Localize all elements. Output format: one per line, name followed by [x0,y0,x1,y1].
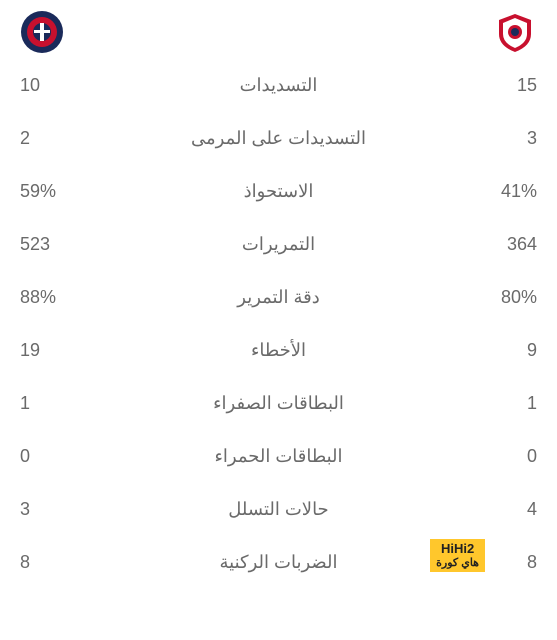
stat-row: 0 البطاقات الحمراء 0 [20,430,537,483]
stat-left-value: 1 [20,393,100,414]
team-right-logo [493,10,537,54]
stat-label: التسديدات [100,75,457,96]
stat-label: البطاقات الحمراء [100,446,457,467]
stat-left-value: 2 [20,128,100,149]
stat-right-value: 1 [457,393,537,414]
stat-left-value: 88% [20,287,100,308]
stat-right-value: 4 [457,499,537,520]
stat-row: 88% دقة التمرير 80% [20,271,537,324]
stat-row: 59% الاستحواذ 41% [20,165,537,218]
stat-label: دقة التمرير [100,287,457,308]
stat-label: التمريرات [100,234,457,255]
stat-row: 10 التسديدات 15 [20,59,537,112]
stats-table: 10 التسديدات 15 2 التسديدات على المرمى 3… [0,59,557,589]
stat-row: 3 حالات التسلل 4 [20,483,537,536]
stat-row: 1 البطاقات الصفراء 1 [20,377,537,430]
stat-row: 19 الأخطاء 9 [20,324,537,377]
stat-right-value: 80% [457,287,537,308]
stat-label: التسديدات على المرمى [100,128,457,149]
stat-left-value: 0 [20,446,100,467]
stat-label: الضربات الركنية [100,552,457,573]
stat-right-value: 3 [457,128,537,149]
watermark-line2: هاي كورة [436,557,479,570]
stat-right-value: 0 [457,446,537,467]
stat-label: الأخطاء [100,340,457,361]
stat-row: 2 التسديدات على المرمى 3 [20,112,537,165]
stat-right-value: 41% [457,181,537,202]
stat-left-value: 523 [20,234,100,255]
stat-left-value: 8 [20,552,100,573]
stat-right-value: 364 [457,234,537,255]
stat-left-value: 10 [20,75,100,96]
teams-header [0,0,557,59]
watermark-line1: HiHi2 [436,541,479,557]
stat-label: الاستحواذ [100,181,457,202]
stat-label: حالات التسلل [100,499,457,520]
stat-row: 523 التمريرات 364 [20,218,537,271]
watermark-badge: HiHi2 هاي كورة [430,539,485,572]
stat-left-value: 59% [20,181,100,202]
stat-right-value: 9 [457,340,537,361]
stat-right-value: 15 [457,75,537,96]
team-left-logo [20,10,64,54]
match-stats-container: 10 التسديدات 15 2 التسديدات على المرمى 3… [0,0,557,640]
stat-label: البطاقات الصفراء [100,393,457,414]
stat-left-value: 19 [20,340,100,361]
stat-left-value: 3 [20,499,100,520]
